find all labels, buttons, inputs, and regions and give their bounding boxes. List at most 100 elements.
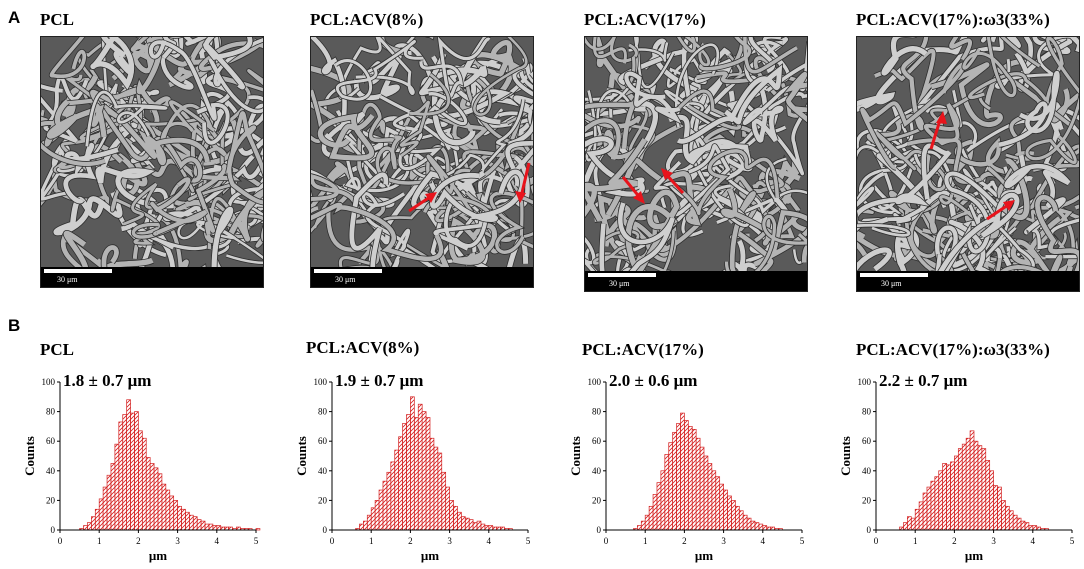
- histogram-bar: [126, 399, 131, 531]
- scale-bar: 30 μm: [41, 267, 263, 287]
- histogram-bar: [406, 414, 411, 531]
- histogram-bar: [742, 514, 748, 531]
- x-tick-label: 0: [58, 536, 63, 546]
- x-axis-label: μm: [421, 548, 439, 563]
- histogram-bar: [640, 520, 646, 531]
- histogram-bar: [687, 426, 693, 531]
- histogram-bar: [149, 463, 155, 531]
- histogram-bar: [200, 520, 206, 531]
- histogram-bar: [644, 514, 650, 531]
- histogram-bar: [699, 446, 705, 531]
- histogram-chart: 0 20 40 60 80 100 0 1 2 3 4 5 μm Counts 2.0 ± 0.6 μm: [568, 371, 805, 563]
- histogram-bar: [464, 517, 470, 531]
- histogram-bar: [181, 508, 186, 531]
- histogram-bar: [363, 520, 368, 531]
- histogram-bar: [255, 528, 261, 531]
- x-tick-label: 1: [369, 536, 374, 546]
- histogram-bar: [370, 507, 376, 531]
- histogram-bar: [390, 461, 396, 531]
- x-tick-label: 4: [1031, 536, 1036, 546]
- mean-diameter-annotation: 2.2 ± 0.7 μm: [879, 371, 967, 390]
- histogram-bar: [930, 480, 936, 531]
- histogram-bar: [746, 517, 752, 531]
- histogram-bar: [1012, 514, 1018, 531]
- histogram-title: PCL: [40, 340, 74, 359]
- y-tick-label: 40: [318, 466, 328, 476]
- histogram-bar: [161, 483, 167, 531]
- histogram-bar: [91, 516, 96, 531]
- histogram-bar: [691, 429, 697, 531]
- histogram-bar: [1016, 517, 1022, 531]
- histogram-bar: [656, 482, 662, 531]
- histogram-bar: [122, 414, 127, 531]
- x-tick-label: 5: [1070, 536, 1075, 546]
- histogram-bar: [189, 514, 194, 531]
- histogram-bar: [1001, 500, 1006, 531]
- panel-label-b: B: [8, 316, 21, 335]
- y-tick-label: 100: [588, 377, 602, 387]
- histogram-bar: [938, 470, 943, 531]
- histogram-bar: [754, 522, 760, 531]
- histogram-bar: [102, 486, 108, 531]
- histogram-bar: [441, 471, 447, 531]
- histogram-bar: [453, 505, 458, 531]
- histogram-bar: [942, 463, 947, 531]
- x-tick-label: 5: [800, 536, 805, 546]
- y-tick-label: 80: [46, 407, 56, 417]
- histogram-bar: [98, 498, 104, 531]
- scale-label: 30 μm: [335, 275, 356, 284]
- mean-diameter-annotation: 1.8 ± 0.7 μm: [63, 371, 151, 390]
- histogram-bar: [695, 437, 701, 531]
- histogram-bar: [711, 470, 717, 531]
- x-tick-label: 1: [913, 536, 918, 546]
- histogram-bar: [735, 505, 740, 531]
- histogram-bar: [1005, 505, 1010, 531]
- histogram-bar: [989, 470, 994, 531]
- histogram-bar: [445, 486, 450, 531]
- histogram-bar: [926, 486, 932, 531]
- histogram-bar: [169, 495, 175, 531]
- histogram-bar: [731, 500, 736, 531]
- histogram-bar: [723, 489, 728, 531]
- x-tick-label: 3: [447, 536, 452, 546]
- histogram-bar: [707, 463, 713, 531]
- histogram-bar: [1008, 510, 1014, 531]
- histogram-bar: [727, 495, 732, 531]
- y-tick-label: 60: [862, 436, 872, 446]
- histogram-bar: [672, 431, 677, 531]
- x-tick-label: 3: [175, 536, 180, 546]
- y-tick-label: 40: [862, 466, 872, 476]
- histogram-bar: [374, 500, 380, 531]
- histogram-bar: [985, 460, 991, 531]
- y-tick-label: 40: [46, 466, 56, 476]
- panel-label-a: A: [8, 8, 21, 27]
- histogram-bar: [196, 519, 202, 531]
- scale-label: 30 μm: [609, 279, 630, 288]
- histogram-bar: [703, 455, 709, 531]
- histogram-bar: [110, 463, 116, 531]
- sem-title-pcl-acv17-omega3: PCL:ACV(17%):ω3(33%): [856, 10, 1050, 29]
- x-axis-label: μm: [149, 548, 167, 563]
- histogram-bar: [961, 443, 967, 531]
- y-tick-label: 0: [323, 525, 328, 535]
- y-axis-label: Counts: [22, 436, 37, 476]
- histogram-bar: [480, 523, 486, 531]
- y-tick-label: 60: [318, 436, 328, 446]
- histogram-bar: [359, 523, 364, 531]
- sem-image-pcl-acv17: 30 μm: [584, 36, 808, 292]
- histogram-chart: 0 20 40 60 80 100 0 1 2 3 4 5 μm Counts 2.2 ± 0.7 μm: [838, 371, 1075, 563]
- histogram-bar: [946, 464, 951, 531]
- x-axis-label: μm: [695, 548, 713, 563]
- histogram-chart: 0 20 40 60 80 100 0 1 2 3 4 5 μm Counts 1.8 ± 0.7 μm: [22, 371, 261, 563]
- histogram-bar: [394, 449, 399, 531]
- histogram-bar: [141, 437, 147, 531]
- y-tick-label: 60: [592, 436, 602, 446]
- histogram-bar: [719, 483, 724, 531]
- histogram-bar: [918, 501, 924, 531]
- histogram-bar: [425, 417, 431, 531]
- x-tick-label: 5: [254, 536, 259, 546]
- histogram-bar: [957, 448, 963, 531]
- histogram-bar: [145, 457, 151, 531]
- histogram-bar: [138, 430, 143, 531]
- y-tick-label: 80: [592, 407, 602, 417]
